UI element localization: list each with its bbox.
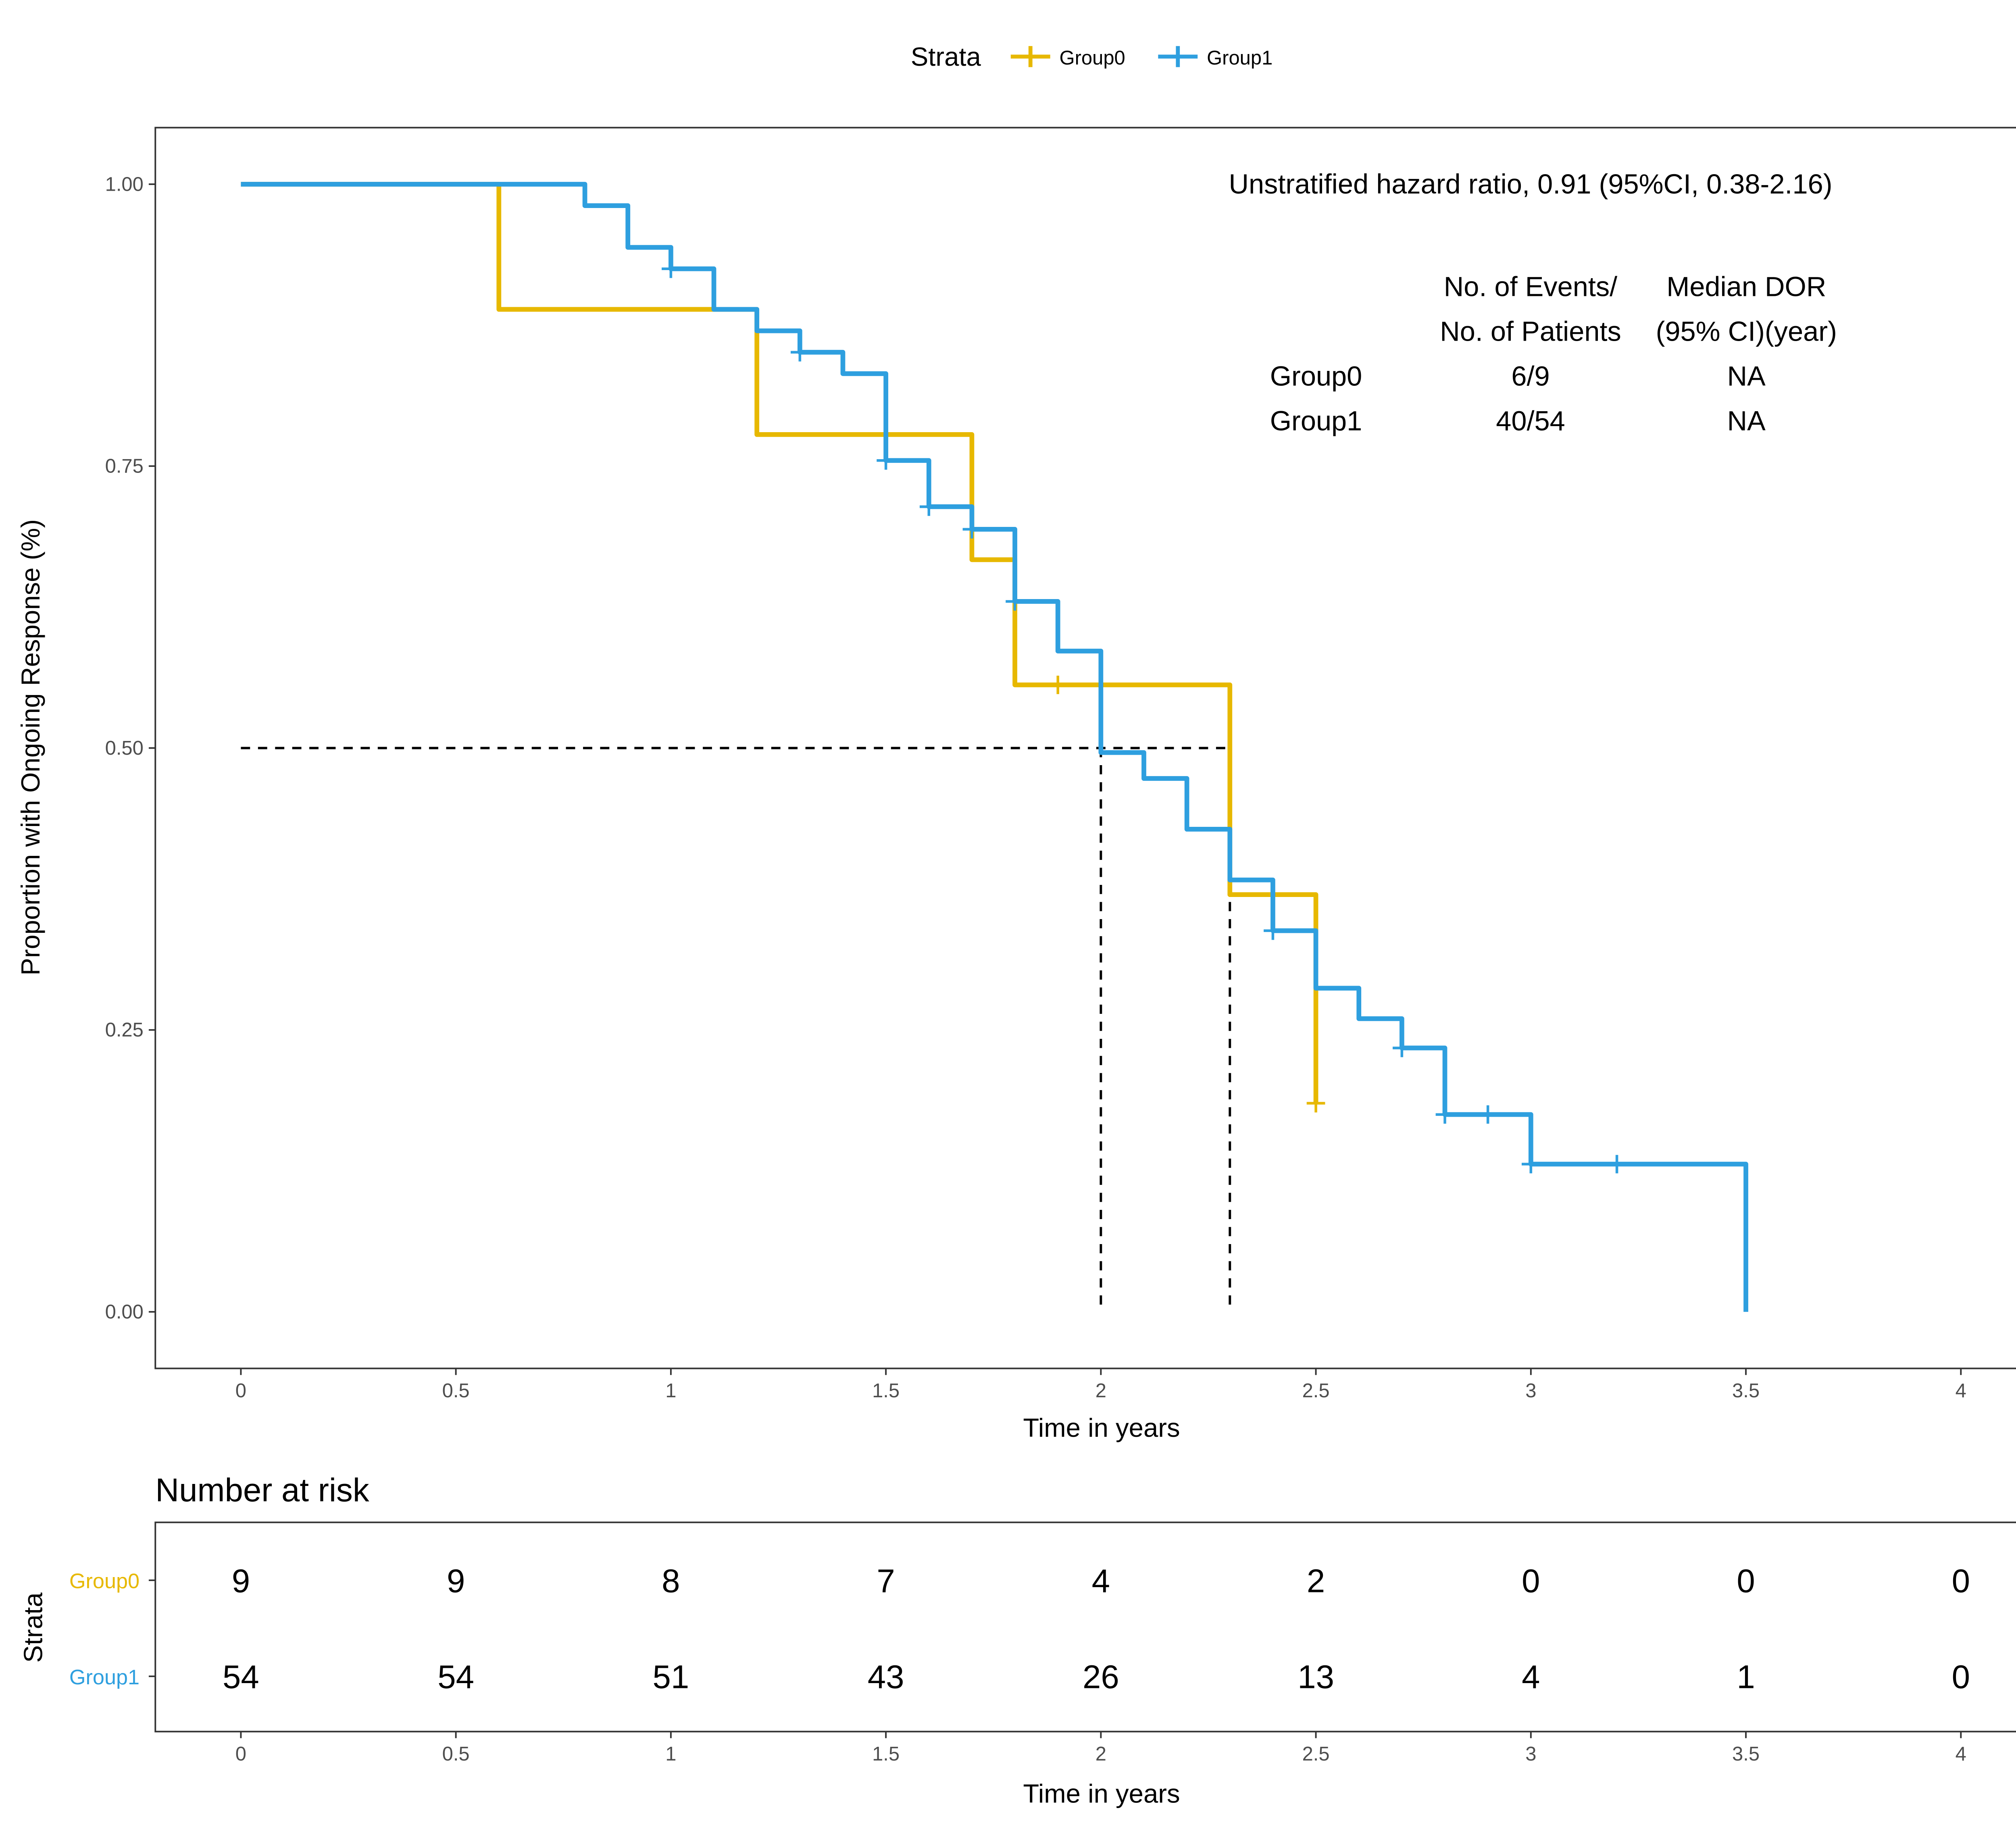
risk-table-xlabel: Time in years: [1023, 1779, 1180, 1808]
censor-mark: [877, 451, 895, 470]
survival-curves: [241, 182, 1748, 1312]
x-tick-label: 1: [665, 1743, 676, 1765]
annotation-block: Unstratified hazard ratio, 0.91 (95%CI, …: [1229, 169, 1837, 436]
row1-events: 40/54: [1496, 405, 1565, 436]
risk-cell: 4: [1522, 1659, 1540, 1696]
censor-mark: [1306, 1094, 1325, 1113]
legend-label: Group0: [1060, 47, 1125, 69]
y-axis: 0.00 0.25 0.50 0.75 1.00: [105, 173, 156, 1323]
censor-mark: [1393, 1038, 1411, 1057]
risk-cell: 9: [447, 1563, 465, 1599]
risk-table-ylabel: Strata: [19, 1592, 48, 1663]
x-tick-label: 0.5: [442, 1380, 470, 1402]
row0-events: 6/9: [1511, 360, 1549, 391]
x-tick-label: 3.5: [1732, 1380, 1760, 1402]
x-tick-label: 2: [1095, 1380, 1106, 1402]
x-tick-label: 3: [1525, 1380, 1536, 1402]
legend-key-group1: [1158, 46, 1198, 67]
risk-cell: 1: [1737, 1659, 1755, 1696]
censor-mark: [1435, 1105, 1454, 1124]
risk-cell: 13: [1297, 1659, 1334, 1696]
x-tick-label: 0.5: [442, 1743, 470, 1765]
legend-label: Group1: [1207, 47, 1272, 69]
curve-group1: [241, 182, 1748, 1312]
risk-row-label: Group1: [69, 1666, 140, 1689]
legend: Strata Group0 Group1: [911, 42, 1273, 71]
risk-cell: 54: [437, 1659, 474, 1696]
censor-mark: [1048, 676, 1067, 694]
x-tick-label: 4: [1956, 1743, 1966, 1765]
censor-mark: [1264, 921, 1282, 940]
header-events-1: No. of Events/: [1444, 271, 1618, 302]
risk-cell: 26: [1083, 1659, 1119, 1696]
risk-cell: 51: [653, 1659, 689, 1696]
header-median-2: (95% CI)(year): [1656, 316, 1837, 347]
x-tick-label: 1.5: [872, 1743, 900, 1765]
y-tick-label: 0.00: [105, 1301, 144, 1323]
censor-mark: [1006, 592, 1024, 611]
risk-cell: 0: [1737, 1563, 1755, 1599]
row0-group: Group0: [1270, 360, 1362, 391]
risk-cell: 43: [868, 1659, 904, 1696]
risk-table: Group0 9 9 8 7 4 2 0 0 0 Group1 54 54 51 43 26 13 4 1 0: [69, 1563, 1970, 1695]
censor-mark: [1608, 1155, 1626, 1174]
x-tick-label: 3.5: [1732, 1743, 1760, 1765]
row0-median: NA: [1727, 360, 1766, 391]
legend-title: Strata: [911, 42, 981, 71]
risk-table-title: Number at risk: [155, 1472, 369, 1509]
x-tick-label: 1: [665, 1380, 676, 1402]
risk-cell: 0: [1952, 1563, 1970, 1599]
censor-mark: [1521, 1155, 1540, 1174]
risk-cell: 8: [662, 1563, 680, 1599]
y-axis-label: Proportion with Ongoing Response (%): [16, 519, 45, 976]
row1-median: NA: [1727, 405, 1766, 436]
risk-cell: 0: [1952, 1659, 1970, 1696]
censor-mark: [919, 497, 938, 516]
risk-cell: 7: [877, 1563, 895, 1599]
x-axis-label: Time in years: [1023, 1413, 1180, 1442]
x-tick-label: 0: [235, 1743, 246, 1765]
censor-mark: [790, 343, 809, 362]
y-tick-label: 0.50: [105, 737, 144, 759]
risk-table-panel: [154, 1521, 2016, 1733]
x-tick-label: 4: [1956, 1380, 1966, 1402]
x-tick-label: 2.5: [1302, 1743, 1330, 1765]
risk-row-label: Group0: [69, 1570, 140, 1593]
censor-mark: [662, 259, 680, 278]
legend-key-group0: [1010, 46, 1050, 67]
censor-mark: [1479, 1105, 1497, 1124]
risk-cell: 54: [223, 1659, 259, 1696]
header-events-2: No. of Patients: [1440, 316, 1621, 347]
curve-group0: [241, 182, 1318, 1103]
x-tick-label: 0: [235, 1380, 246, 1402]
x-tick-label: 2.5: [1302, 1380, 1330, 1402]
x-axis: 0 0.5 1 1.5 2 2.5 3 3.5 4 0 0.5 1 1.5 2 2.5 3 3.5 4: [235, 1368, 1966, 1765]
x-tick-label: 3: [1525, 1743, 1536, 1765]
y-tick-label: 1.00: [105, 173, 144, 195]
hazard-ratio-text: Unstratified hazard ratio, 0.91 (95%CI, …: [1229, 169, 1832, 200]
x-tick-label: 2: [1095, 1743, 1106, 1765]
risk-cell: 9: [232, 1563, 250, 1599]
censor-mark: [962, 520, 981, 539]
row1-group: Group1: [1270, 405, 1362, 436]
header-median-1: Median DOR: [1666, 271, 1826, 302]
x-tick-label: 1.5: [872, 1380, 900, 1402]
risk-cell: 2: [1307, 1563, 1325, 1599]
risk-cell: 4: [1092, 1563, 1110, 1599]
y-tick-label: 0.25: [105, 1019, 144, 1041]
risk-cell: 0: [1522, 1563, 1540, 1599]
y-tick-label: 0.75: [105, 456, 144, 477]
